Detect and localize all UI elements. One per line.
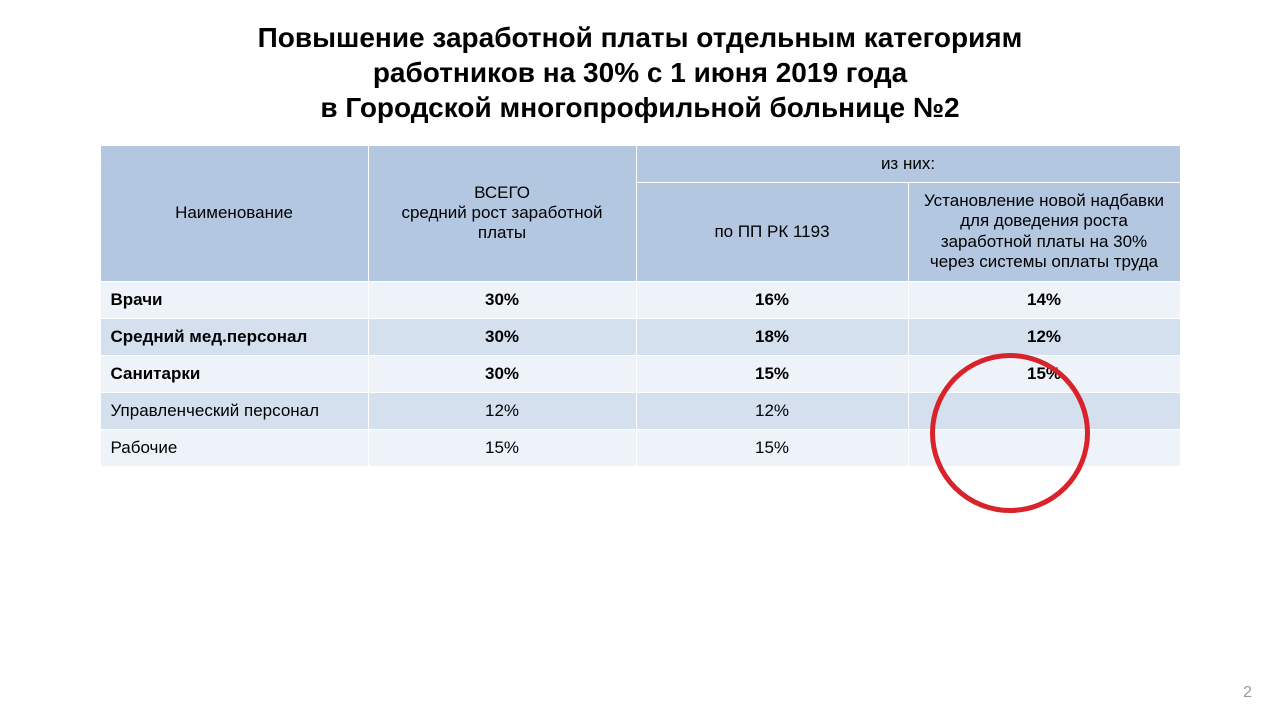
header-sub2: Установление новой надбавки для доведени…: [908, 183, 1180, 282]
table-row: Средний мед.персонал 30% 18% 12%: [100, 318, 1180, 355]
slide: Повышение заработной платы отдельным кат…: [0, 0, 1280, 720]
header-name: Наименование: [100, 146, 368, 282]
header-total: ВСЕГО средний рост заработной платы: [368, 146, 636, 282]
cell-name: Управленческий персонал: [100, 392, 368, 429]
cell-total: 15%: [368, 429, 636, 466]
cell-total: 30%: [368, 281, 636, 318]
table-header: Наименование ВСЕГО средний рост заработн…: [100, 146, 1180, 282]
title-line-1: Повышение заработной платы отдельным кат…: [258, 22, 1023, 53]
cell-sub2: 15%: [908, 355, 1180, 392]
cell-name: Санитарки: [100, 355, 368, 392]
table-body: Врачи 30% 16% 14% Средний мед.персонал 3…: [100, 281, 1180, 466]
salary-table: Наименование ВСЕГО средний рост заработн…: [100, 145, 1181, 467]
cell-sub1: 15%: [636, 355, 908, 392]
cell-name: Врачи: [100, 281, 368, 318]
cell-sub1: 15%: [636, 429, 908, 466]
cell-sub2: [908, 392, 1180, 429]
cell-sub1: 12%: [636, 392, 908, 429]
slide-title: Повышение заработной платы отдельным кат…: [140, 20, 1140, 125]
cell-name: Средний мед.персонал: [100, 318, 368, 355]
table-row: Рабочие 15% 15%: [100, 429, 1180, 466]
cell-sub1: 16%: [636, 281, 908, 318]
cell-sub2: 12%: [908, 318, 1180, 355]
cell-total: 12%: [368, 392, 636, 429]
page-number: 2: [1243, 684, 1252, 702]
title-line-2: работников на 30% с 1 июня 2019 года: [373, 57, 907, 88]
cell-sub2: [908, 429, 1180, 466]
cell-name: Рабочие: [100, 429, 368, 466]
cell-sub2: 14%: [908, 281, 1180, 318]
header-sub1: по ПП РК 1193: [636, 183, 908, 282]
cell-total: 30%: [368, 318, 636, 355]
header-group: из них:: [636, 146, 1180, 183]
cell-total: 30%: [368, 355, 636, 392]
title-line-3: в Городской многопрофильной больнице №2: [320, 92, 959, 123]
table-row: Санитарки 30% 15% 15%: [100, 355, 1180, 392]
cell-sub1: 18%: [636, 318, 908, 355]
table-row: Управленческий персонал 12% 12%: [100, 392, 1180, 429]
table-row: Врачи 30% 16% 14%: [100, 281, 1180, 318]
